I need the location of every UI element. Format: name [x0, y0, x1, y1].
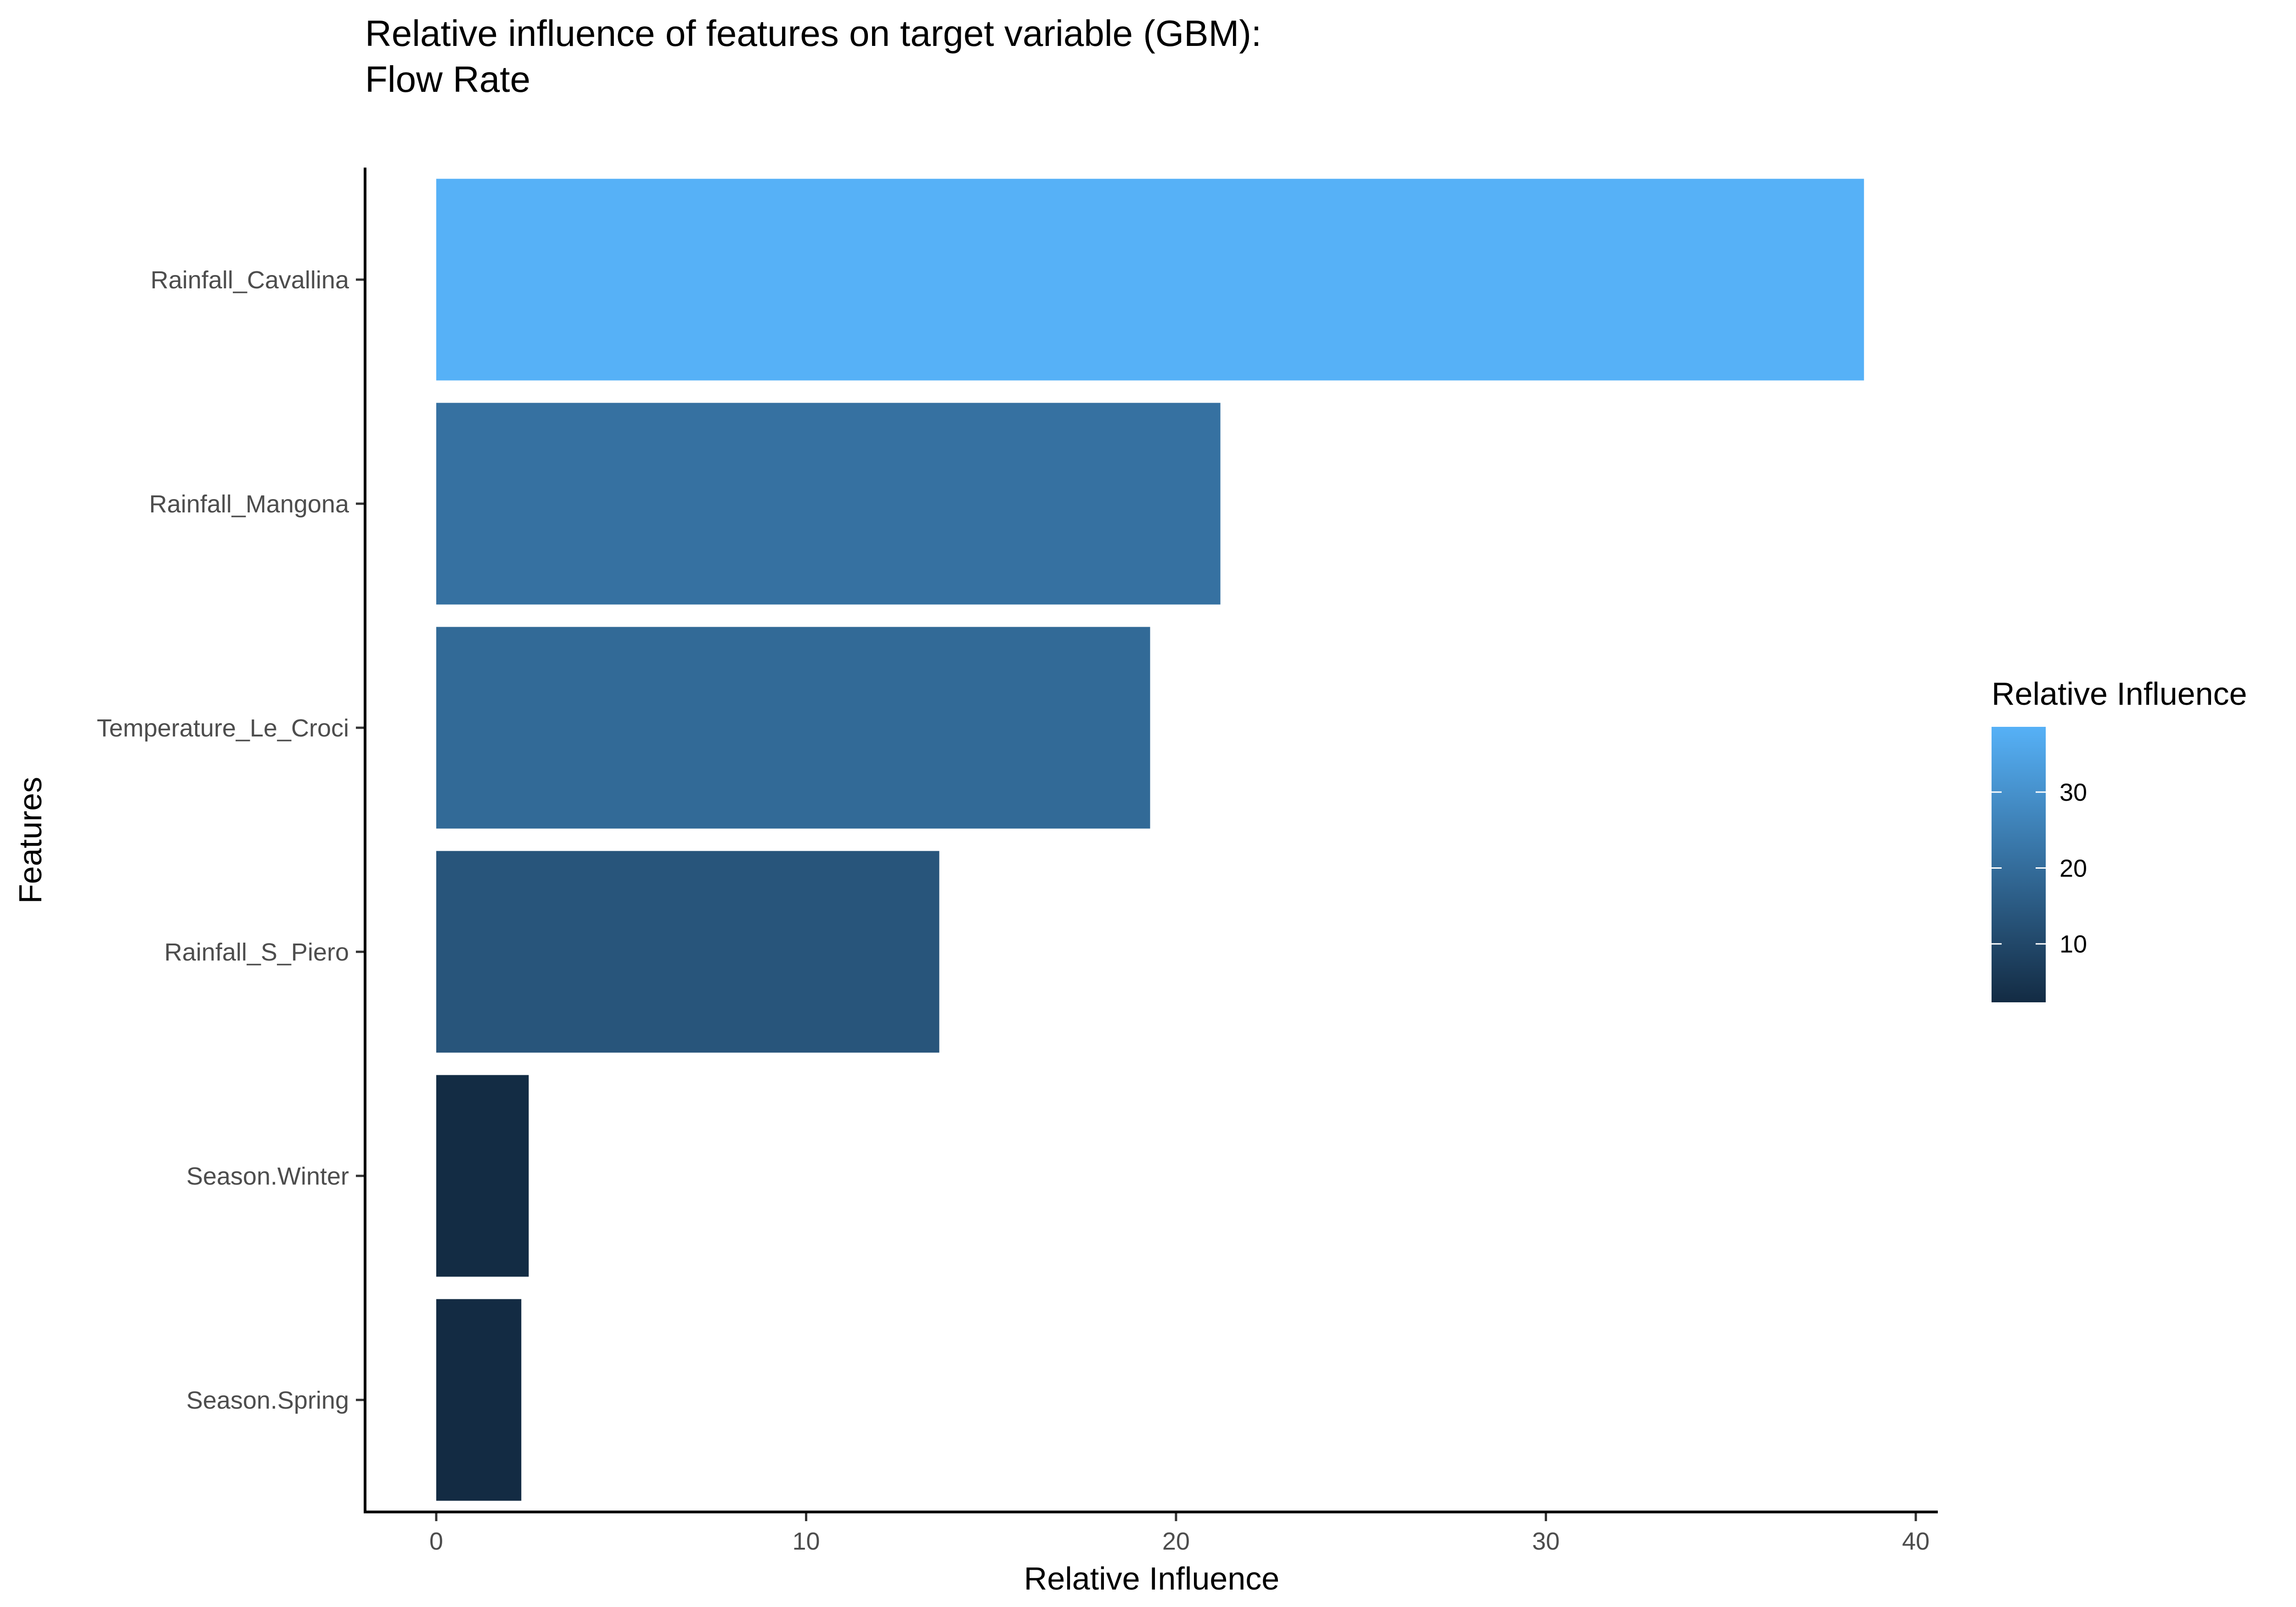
legend-tick-label: 10 [2060, 931, 2087, 958]
bar-temperature-le-croci [436, 627, 1150, 829]
chart-subtitle: Flow Rate [365, 59, 530, 100]
y-axis-ticks: Rainfall_Cavallina Rainfall_Mangona Temper… [97, 266, 365, 1414]
bar-rainfall-cavallina [436, 179, 1864, 381]
bar-season-winter [436, 1075, 529, 1277]
bar-rainfall-mangona [436, 403, 1221, 605]
bar-rainfall-s-piero [436, 851, 940, 1053]
legend-title: Relative Influence [1992, 676, 2247, 712]
y-tick-label: Rainfall_Mangona [149, 490, 349, 518]
x-tick-label: 20 [1162, 1528, 1190, 1555]
x-tick-label: 40 [1902, 1528, 1930, 1555]
legend-tick-label: 20 [2060, 854, 2087, 882]
y-tick-label: Temperature_Le_Croci [97, 714, 349, 742]
y-tick-label: Rainfall_Cavallina [151, 266, 349, 294]
x-axis-title: Relative Influence [1024, 1561, 1279, 1596]
color-legend: Relative Influence 10 20 30 [1992, 676, 2247, 1002]
x-tick-label: 30 [1532, 1528, 1559, 1555]
legend-tick-label: 30 [2060, 779, 2087, 806]
x-axis-ticks: 0 10 20 30 40 [429, 1512, 1930, 1555]
y-tick-label: Season.Spring [186, 1387, 349, 1414]
x-tick-label: 0 [429, 1528, 443, 1555]
bar-season-spring [436, 1299, 522, 1501]
x-tick-label: 10 [792, 1528, 820, 1555]
y-tick-label: Rainfall_S_Piero [164, 938, 349, 966]
chart-title: Relative influence of features on target… [365, 13, 1261, 54]
bars-group [436, 179, 1864, 1501]
legend-ticks: 10 20 30 [1992, 779, 2087, 958]
y-tick-label: Season.Winter [186, 1163, 349, 1190]
y-axis-title: Features [12, 777, 48, 904]
legend-colorbar [1992, 727, 2046, 1002]
